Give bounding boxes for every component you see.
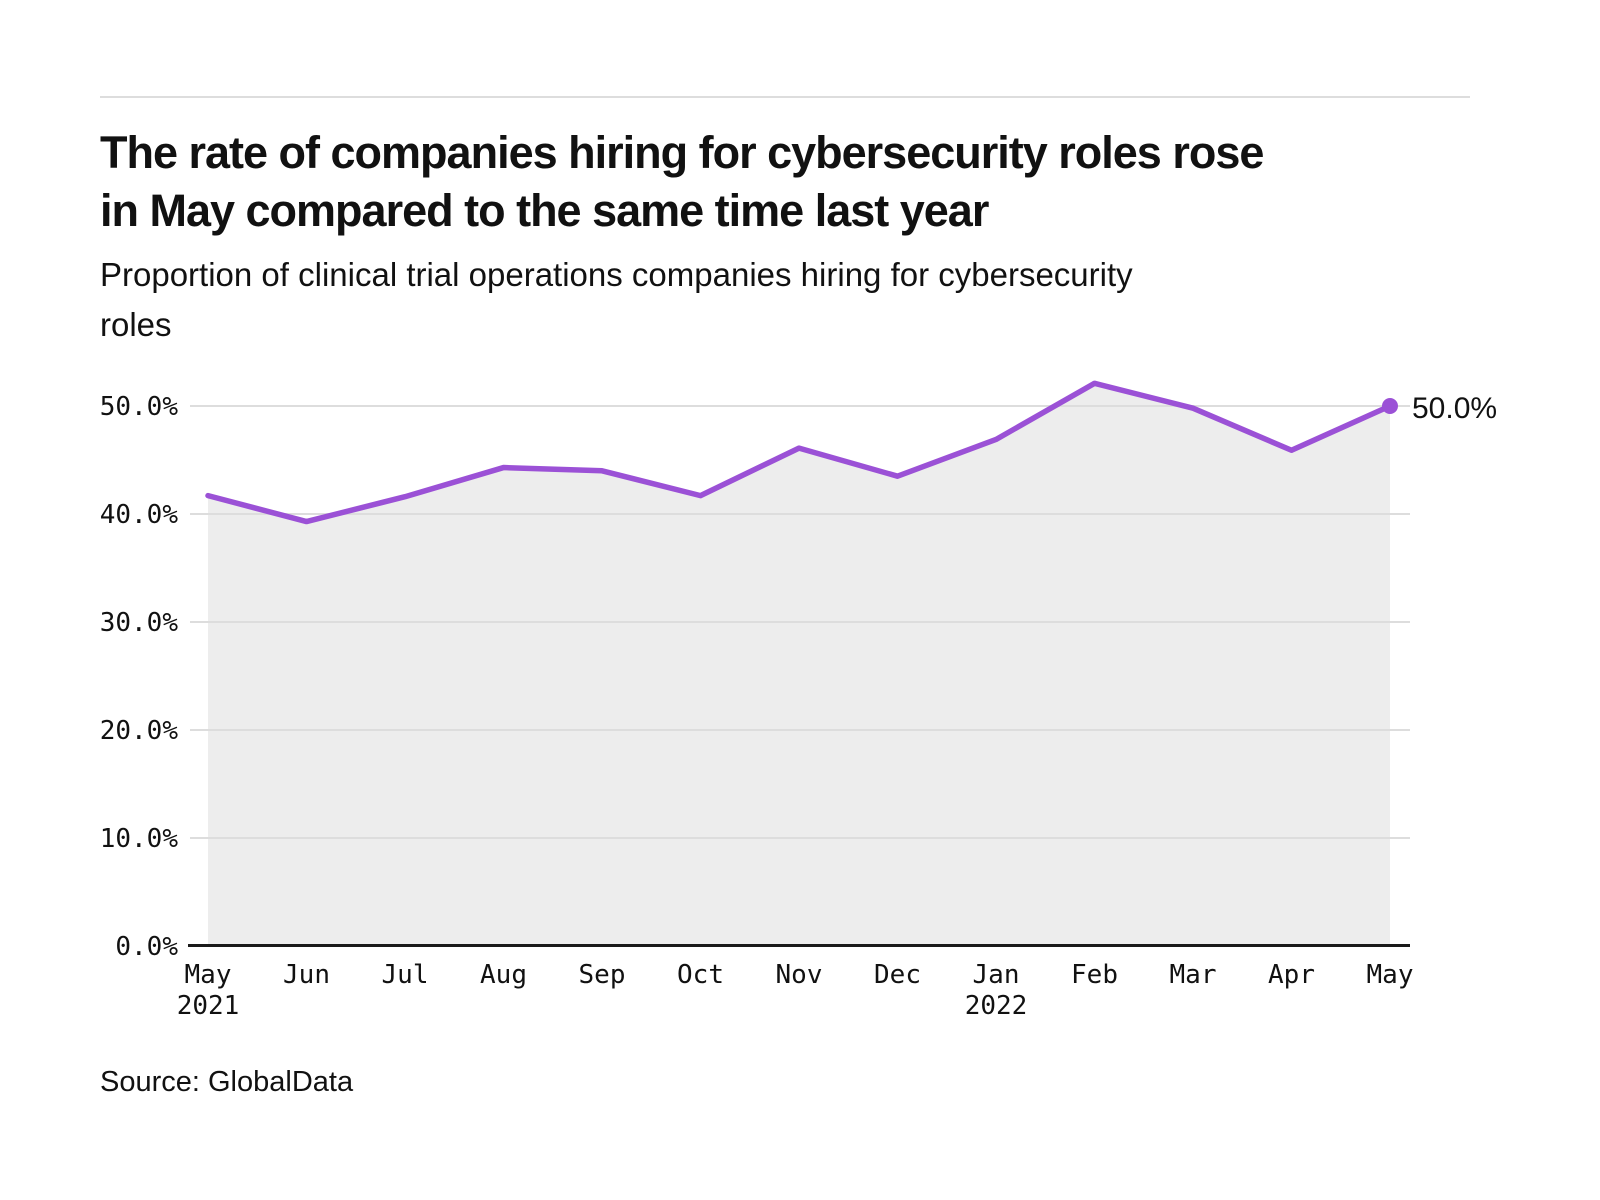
page-subtitle: Proportion of clinical trial operations … (100, 256, 1133, 343)
end-point-label: 50.0% (1412, 392, 1497, 425)
y-axis-label-10.0%: 10.0% (100, 824, 179, 854)
x-axis-label-jul: Jul (382, 960, 429, 990)
x-axis-label-sep: Sep (579, 960, 626, 990)
end-point-dot (1382, 398, 1398, 414)
trend-line (205, 380, 1393, 525)
x-axis-label-jun: Jun (283, 960, 330, 990)
x-axis-label-apr: Apr (1268, 960, 1315, 990)
x-axis-label-may: May (1367, 960, 1414, 990)
y-axis-label-40.0%: 40.0% (100, 500, 179, 530)
top-divider (100, 96, 1470, 98)
x-axis-year-2022: 2022 (965, 991, 1028, 1021)
x-axis-year-2021: 2021 (177, 991, 240, 1021)
x-axis-label-oct: Oct (677, 960, 724, 990)
x-axis-label-dec: Dec (874, 960, 921, 990)
x-axis-label-nov: Nov (776, 960, 823, 990)
source-note: Source: GlobalData (100, 1066, 354, 1098)
y-axis-label-20.0%: 20.0% (100, 716, 179, 746)
x-axis-label-jan: Jan (973, 960, 1020, 990)
x-axis-label-feb: Feb (1071, 960, 1118, 990)
x-axis-label-aug: Aug (480, 960, 527, 990)
y-axis-label-50.0%: 50.0% (100, 392, 179, 422)
y-axis-label-0.0%: 0.0% (115, 932, 178, 962)
area-fill (208, 383, 1390, 945)
page-title: The rate of companies hiring for cyberse… (100, 127, 1264, 236)
x-axis-label-may: May (185, 960, 232, 990)
x-axis-label-mar: Mar (1170, 960, 1217, 990)
y-axis-label-30.0%: 30.0% (100, 608, 179, 638)
